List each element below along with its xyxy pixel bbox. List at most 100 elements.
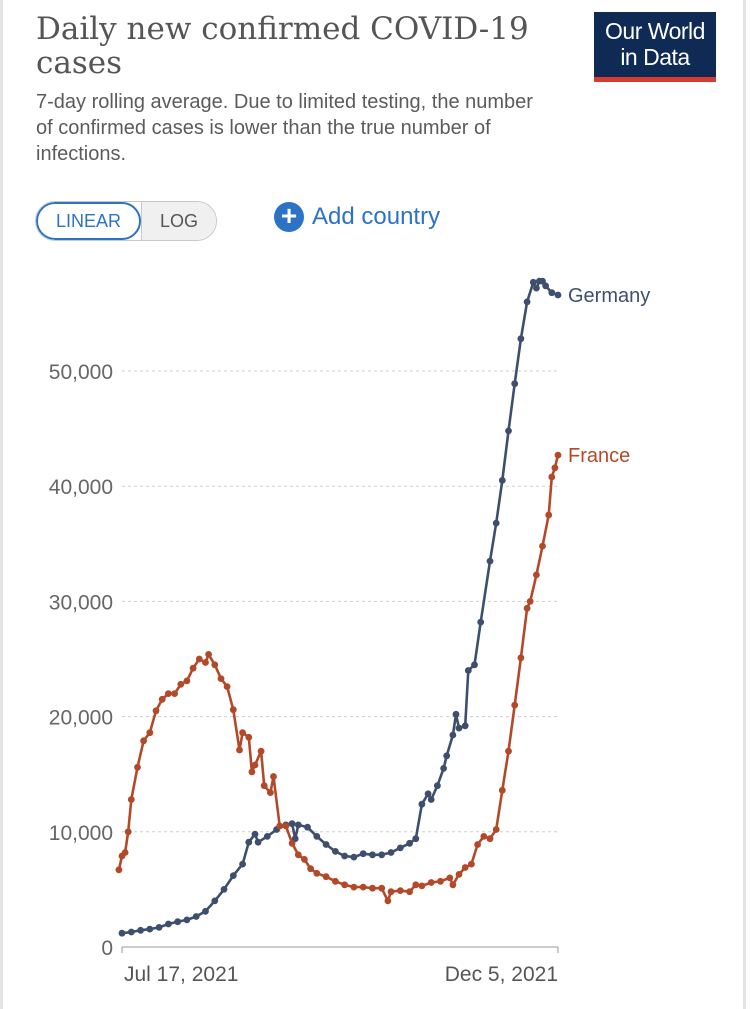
data-point-germany xyxy=(418,800,426,808)
data-point-france xyxy=(223,683,231,690)
data-point-france xyxy=(526,598,534,605)
data-point-france xyxy=(288,839,296,847)
add-country-button[interactable]: + Add country xyxy=(274,202,440,232)
data-point-germany xyxy=(294,821,302,829)
data-point-germany xyxy=(146,925,154,933)
data-point-france xyxy=(257,747,265,755)
data-point-france xyxy=(146,729,154,737)
data-point-france xyxy=(307,865,314,873)
data-point-germany xyxy=(424,790,432,798)
data-point-france xyxy=(406,888,413,896)
data-point-france xyxy=(498,786,506,794)
data-point-germany xyxy=(322,841,330,848)
data-point-germany xyxy=(304,823,311,831)
data-point-france xyxy=(554,451,562,459)
data-point-france xyxy=(205,651,213,658)
data-point-germany xyxy=(533,284,540,292)
data-point-france xyxy=(384,897,392,905)
data-point-france xyxy=(140,737,148,745)
data-point-france xyxy=(468,860,475,868)
data-point-france xyxy=(437,877,444,885)
owid-logo[interactable]: Our World in Data xyxy=(594,12,716,82)
data-point-germany xyxy=(554,291,562,299)
data-point-france xyxy=(189,664,197,672)
logo-line-1: Our World xyxy=(605,18,705,44)
data-point-france xyxy=(260,782,268,790)
data-point-france xyxy=(165,690,172,697)
line-chart: 0 10,000 20,000 30,000 40,000 50,000 Jul 17, 2… xyxy=(49,277,650,986)
data-point-germany xyxy=(548,289,556,297)
data-point-germany xyxy=(155,924,163,931)
data-point-france xyxy=(251,761,259,769)
data-point-france xyxy=(267,789,274,796)
data-point-france xyxy=(378,884,386,892)
data-point-germany xyxy=(486,557,494,565)
data-point-germany xyxy=(529,278,537,286)
x-tick-label: Dec 5, 2021 xyxy=(445,963,558,986)
data-point-france xyxy=(294,851,302,859)
data-point-france xyxy=(245,733,253,741)
data-point-france xyxy=(127,796,135,803)
x-tick-label: Jul 17, 2021 xyxy=(124,963,238,986)
data-point-france xyxy=(158,695,166,703)
data-point-france xyxy=(276,822,284,830)
plus-icon: + xyxy=(274,202,304,232)
data-point-france xyxy=(341,881,348,889)
data-point-france xyxy=(270,773,277,780)
data-point-france xyxy=(248,768,256,776)
data-point-germany xyxy=(341,852,348,860)
data-point-germany xyxy=(443,752,451,760)
data-point-france xyxy=(505,747,512,755)
data-point-germany xyxy=(263,833,271,840)
data-point-germany xyxy=(471,661,478,669)
data-point-germany xyxy=(165,920,172,928)
add-country-label: Add country xyxy=(312,203,441,230)
data-point-germany xyxy=(440,765,447,772)
data-point-france xyxy=(202,659,209,666)
data-point-france xyxy=(121,849,129,856)
data-point-germany xyxy=(202,907,209,915)
data-point-france xyxy=(548,473,556,481)
data-point-germany xyxy=(461,722,469,730)
data-point-france xyxy=(359,883,367,891)
data-point-france xyxy=(239,729,247,737)
data-point-germany xyxy=(449,731,457,739)
data-point-france xyxy=(418,882,426,890)
data-point-germany xyxy=(387,849,395,856)
data-point-germany xyxy=(245,838,253,846)
data-point-france xyxy=(350,883,358,891)
data-point-france xyxy=(183,677,191,685)
data-point-france xyxy=(446,874,454,882)
data-point-france xyxy=(461,864,469,871)
data-point-germany xyxy=(288,820,296,828)
data-point-germany xyxy=(498,477,506,484)
data-point-france xyxy=(152,707,160,715)
data-point-germany xyxy=(523,298,531,306)
data-point-france xyxy=(551,464,559,472)
data-point-germany xyxy=(251,830,259,838)
data-point-france xyxy=(134,763,141,771)
data-point-france xyxy=(396,887,404,894)
data-point-germany xyxy=(313,833,321,840)
chart-title: Daily new confirmed COVID-19 cases xyxy=(36,11,529,81)
data-point-germany xyxy=(492,519,500,527)
y-tick-label: 0 xyxy=(101,937,113,960)
data-point-germany xyxy=(427,796,435,803)
log-scale-button[interactable]: LOG xyxy=(141,202,217,240)
data-point-france xyxy=(539,542,546,550)
data-point-germany xyxy=(239,860,247,868)
data-point-germany xyxy=(455,724,463,732)
data-point-germany xyxy=(174,918,182,926)
data-point-france xyxy=(332,877,339,885)
data-point-france xyxy=(211,661,219,669)
data-point-germany xyxy=(127,928,135,936)
data-point-france xyxy=(171,690,179,697)
data-point-france xyxy=(177,680,185,688)
y-tick-label: 20,000 xyxy=(49,707,113,730)
linear-scale-button[interactable]: LINEAR xyxy=(36,202,142,240)
data-point-germany xyxy=(434,782,441,790)
data-point-germany xyxy=(254,838,262,846)
y-tick-label: 50,000 xyxy=(49,361,113,384)
series-label-france: France xyxy=(568,445,630,467)
